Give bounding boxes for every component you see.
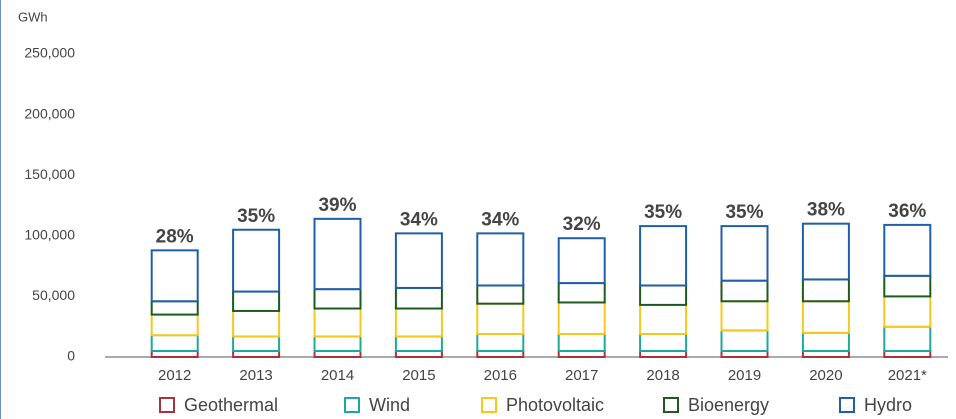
- bar-segment: [232, 228, 281, 293]
- x-tick-label: 2017: [565, 367, 598, 384]
- bar-segment: [801, 300, 850, 334]
- y-tick-label: 0: [67, 348, 75, 364]
- bar-segment: [394, 232, 443, 289]
- legend-label: Hydro: [864, 395, 912, 415]
- bar-segment: [801, 331, 850, 352]
- y-tick-label: 50,000: [32, 287, 75, 303]
- y-tick-label: 100,000: [24, 227, 75, 243]
- bar-annotation: 39%: [318, 195, 356, 216]
- bar-segment: [150, 313, 199, 337]
- bar-annotation: 34%: [400, 209, 438, 230]
- legend-label: Wind: [369, 395, 410, 415]
- bar-segment: [557, 282, 606, 304]
- bar-segment: [232, 335, 281, 352]
- x-tick-label: 2018: [646, 367, 679, 384]
- bar-annotation: 35%: [237, 206, 275, 227]
- x-tick-label: 2019: [728, 367, 761, 384]
- bar-annotation: 28%: [156, 226, 194, 247]
- x-tick-label: 2012: [158, 367, 191, 384]
- bar-segment: [313, 217, 362, 291]
- bar-segment: [801, 278, 850, 303]
- bar-segment: [150, 334, 199, 352]
- bar-segment: [313, 307, 362, 338]
- x-tick-label: 2015: [402, 367, 435, 384]
- bar-segment: [883, 295, 932, 328]
- bar-segment: [883, 223, 932, 277]
- legend-swatch: [344, 397, 360, 413]
- x-tick-label: 2021*: [888, 367, 927, 384]
- bar-segment: [313, 288, 362, 310]
- x-tick-label: 2016: [484, 367, 517, 384]
- bar-segment: [720, 329, 769, 352]
- bar-segment: [801, 222, 850, 281]
- bar-segment: [720, 279, 769, 303]
- y-tick-label: 250,000: [24, 45, 75, 61]
- bar-segment: [476, 284, 525, 305]
- bar-segment: [150, 249, 199, 303]
- bar-annotation: 36%: [888, 201, 926, 222]
- bar-annotation: 32%: [563, 214, 601, 235]
- bar-segment: [394, 286, 443, 310]
- legend-label: Bioenergy: [688, 395, 769, 415]
- y-tick-label: 200,000: [24, 105, 75, 121]
- bar-segment: [313, 335, 362, 352]
- bar-segment: [476, 332, 525, 352]
- legend-label: Photovoltaic: [506, 395, 604, 415]
- bar-segment: [720, 225, 769, 282]
- bar-segment: [883, 274, 932, 298]
- bar-segment: [394, 335, 443, 352]
- bar-segment: [557, 332, 606, 352]
- x-tick-label: 2013: [239, 367, 272, 384]
- bar-segment: [639, 332, 688, 352]
- bar-annotation: 35%: [725, 202, 763, 223]
- y-axis-label: GWh: [18, 9, 48, 24]
- bar-segment: [232, 309, 281, 338]
- bar-segment: [639, 303, 688, 335]
- x-tick-label: 2020: [809, 367, 842, 384]
- legend-swatch: [663, 397, 679, 413]
- bar-segment: [476, 232, 525, 287]
- bar-segment: [883, 325, 932, 352]
- bar-annotation: 35%: [644, 202, 682, 223]
- bar-segment: [150, 300, 199, 316]
- bar-segment: [639, 284, 688, 306]
- legend-swatch: [839, 397, 855, 413]
- x-tick-label: 2014: [321, 367, 354, 384]
- bar-annotation: 34%: [481, 209, 519, 230]
- bar-segment: [720, 300, 769, 332]
- y-tick-label: 150,000: [24, 166, 75, 182]
- bar-segment: [476, 302, 525, 335]
- bar-annotation: 38%: [807, 200, 845, 221]
- legend-swatch: [481, 397, 497, 413]
- legend-label: Geothermal: [184, 395, 278, 415]
- legend-swatch: [159, 397, 175, 413]
- bar-segment: [639, 225, 688, 287]
- bar-segment: [557, 237, 606, 285]
- bar-segment: [232, 290, 281, 312]
- bar-segment: [394, 307, 443, 338]
- bar-segment: [557, 301, 606, 335]
